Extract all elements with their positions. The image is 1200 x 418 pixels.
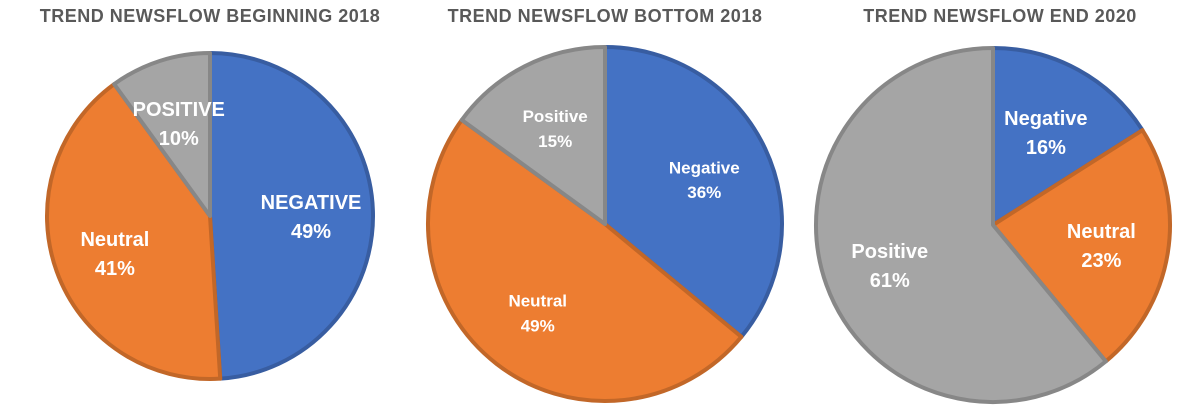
pie-chart-beginning-2018: TREND NEWSFLOW BEGINNING 2018 NEGATIVE 49…: [0, 0, 420, 418]
slice-value-label: 36%: [687, 183, 721, 202]
pie-slice-negative: [208, 51, 375, 381]
pie-svg: Negative 16% Neutral 23% Positive 61%: [814, 46, 1172, 404]
pie-slice-positive: [112, 51, 212, 218]
slice-label: Neutral: [1067, 221, 1136, 243]
slice-label: POSITIVE: [133, 99, 225, 121]
pie-slice-neutral: [991, 128, 1172, 364]
slice-value-label: 61%: [870, 270, 910, 292]
pie-slice-neutral: [426, 117, 744, 403]
slice-value-label: 23%: [1081, 250, 1121, 272]
slice-label: Neutral: [80, 229, 149, 251]
slice-value-label: 41%: [95, 258, 135, 280]
slice-value-label: 10%: [159, 128, 199, 150]
slice-label: Positive: [523, 107, 588, 126]
chart-title: TREND NEWSFLOW BOTTOM 2018: [447, 6, 763, 26]
pie-svg: Negative 36% Neutral 49% Positive 15%: [426, 45, 784, 403]
pie-svg: NEGATIVE 49% Neutral 41% POSITIVE 10%: [45, 51, 375, 381]
chart-title: TREND NEWSFLOW BEGINNING 2018: [39, 6, 381, 26]
slice-label: Negative: [1004, 108, 1087, 130]
chart-title: TREND NEWSFLOW END 2020: [863, 6, 1137, 26]
slice-label: Neutral: [508, 292, 567, 311]
pie-slice-negative: [603, 45, 784, 339]
pie-slice-positive: [459, 45, 607, 226]
slice-value-label: 15%: [538, 132, 572, 151]
pie-slice-positive: [814, 46, 1108, 404]
slice-value-label: 49%: [521, 316, 555, 335]
slice-label: Positive: [851, 241, 928, 263]
slice-value-label: 16%: [1026, 137, 1066, 159]
slice-label: NEGATIVE: [261, 192, 362, 214]
pie-slice-neutral: [45, 82, 223, 381]
slice-value-label: 49%: [291, 221, 331, 243]
pie-chart-end-2020: TREND NEWSFLOW END 2020 Negative 16% Neutr…: [800, 0, 1200, 418]
pie-chart-bottom-2018: TREND NEWSFLOW BOTTOM 2018 Negative 36% Ne…: [410, 0, 800, 418]
slice-label: Negative: [669, 158, 740, 177]
pie-slice-negative: [991, 46, 1145, 227]
